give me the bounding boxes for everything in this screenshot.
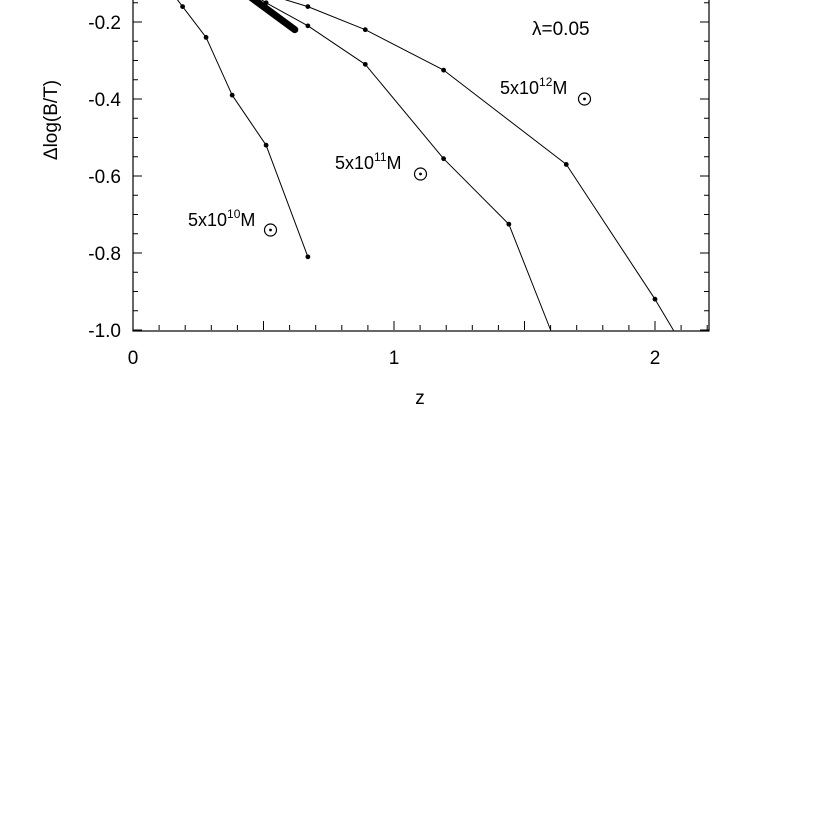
data-point-2: [652, 296, 658, 302]
x-tick-label: 0: [128, 348, 139, 369]
data-point-0: [229, 92, 235, 98]
data-point-2: [441, 67, 446, 73]
data-point-1: [263, 0, 269, 6]
data-point-0: [263, 142, 269, 148]
lambda-annotation: λ=0.05: [532, 19, 590, 40]
data-point-1: [441, 156, 446, 162]
y-tick-label: -0.2: [88, 13, 121, 34]
y-tick-label: -0.8: [88, 244, 121, 265]
y-axis-label: Δlog(B/T): [41, 80, 62, 160]
data-point-1: [506, 221, 512, 227]
sun-symbol-icon: [413, 167, 428, 181]
x-axis-label: z: [415, 388, 425, 409]
data-point-0: [203, 35, 209, 40]
data-point-1: [305, 23, 311, 29]
data-point-0: [305, 254, 311, 260]
series-line-2: [284, 0, 674, 331]
series-line-0: [176, 0, 309, 258]
svg-text:5x1011M: 5x1011M: [335, 150, 402, 173]
data-point-2: [362, 27, 368, 33]
svg-text:5x1012M: 5x1012M: [500, 75, 567, 98]
series-label-unit: M: [240, 210, 255, 230]
series-label-exponent: 11: [374, 150, 387, 164]
series-label-base: 5x10: [500, 78, 539, 98]
series-label-exponent: 12: [539, 75, 553, 89]
data-point-2: [563, 162, 569, 167]
series-label-5e11: 5x1011M: [335, 150, 428, 181]
series-label-unit: M: [387, 153, 402, 173]
sun-symbol-icon: [263, 223, 278, 237]
series-line-3: [248, 0, 299, 34]
series-label-5e12: 5x1012M: [500, 75, 592, 106]
series-label-unit: M: [552, 78, 567, 98]
series-label-base: 5x10: [335, 153, 374, 173]
x-tick-label: 2: [650, 348, 661, 369]
axis-tick-labels: 0 1 2-0.2-0.4-0.6-0.8-1.0: [88, 13, 660, 369]
axis-ticks: [132, 2, 709, 331]
data-point-1: [362, 61, 368, 67]
y-tick-label: -0.4: [88, 90, 121, 111]
svg-text:5x1010M: 5x1010M: [188, 207, 255, 230]
x-tick-label: 1: [389, 348, 400, 369]
series-layer: [176, 0, 674, 331]
data-point-0: [180, 4, 185, 9]
marker-layer: [180, 0, 658, 302]
y-tick-label: -1.0: [88, 321, 121, 342]
series-label-exponent: 10: [227, 207, 241, 221]
data-point-2: [305, 4, 311, 9]
y-tick-label: -0.6: [88, 167, 121, 188]
series-label-base: 5x10: [188, 210, 227, 230]
sun-symbol-icon: [577, 92, 592, 106]
series-label-5e10: 5x1010M: [188, 207, 278, 237]
plot-frame: [132, 0, 710, 332]
